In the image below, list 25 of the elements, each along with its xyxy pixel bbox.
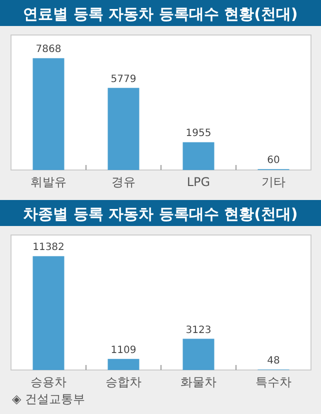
x-tick-label: 경유 — [112, 175, 136, 189]
data-label: 48 — [267, 356, 280, 367]
data-label: 60 — [267, 155, 280, 166]
x-tick-label: 화물차 — [180, 375, 216, 389]
bar — [108, 358, 140, 370]
data-label: 5779 — [110, 74, 136, 85]
data-label: 1955 — [186, 128, 212, 140]
x-tick-label: 기타 — [262, 175, 286, 189]
bar — [32, 58, 64, 170]
x-tick-label: 휘발유 — [30, 175, 66, 189]
text: ◈ 건설교통부 — [12, 392, 86, 406]
bar — [108, 88, 140, 170]
data-label: 11382 — [32, 242, 64, 254]
x-tick-label: 특수차 — [256, 375, 292, 389]
x-tick-label: 승합차 — [106, 375, 142, 389]
data-label: 7868 — [36, 44, 62, 56]
bar — [182, 338, 214, 370]
x-tick-label: LPG — [186, 175, 210, 189]
chart-title: 차종별 등록 자동차 등록대수 현황(천대) — [23, 205, 298, 223]
data-label: 1109 — [110, 344, 136, 356]
data-label: 3123 — [186, 324, 212, 336]
bar — [32, 256, 64, 370]
chart-title: 연료별 등록 자동차 등록대수 현황(천대) — [23, 5, 298, 23]
x-tick-label: 승용차 — [30, 375, 66, 389]
bar — [182, 142, 214, 170]
